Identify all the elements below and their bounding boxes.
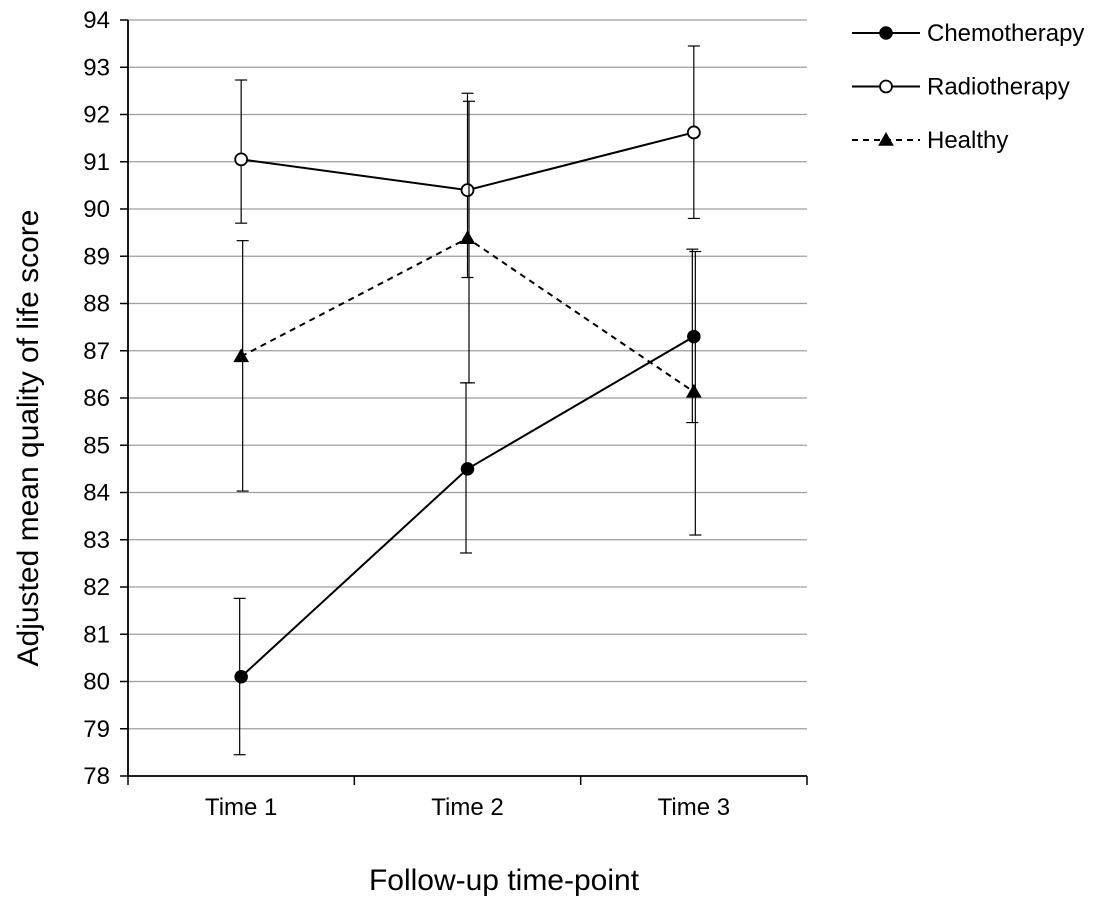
data-point <box>685 383 702 398</box>
x-tick-label: Time 1 <box>205 794 277 821</box>
data-point <box>460 183 475 198</box>
y-tick-label: 80 <box>83 669 110 696</box>
series-group <box>233 45 702 756</box>
legend-marker <box>879 26 893 40</box>
data-point <box>460 462 475 476</box>
legend-item-chemotherapy: Chemotherapy <box>852 20 1084 47</box>
data-point <box>687 329 701 344</box>
legend-marker <box>878 131 894 146</box>
series-chemotherapy <box>233 248 701 756</box>
data-point <box>459 230 476 245</box>
legend: Chemotherapy Radiotherapy Healthy <box>852 20 1084 154</box>
y-tick-label: 86 <box>83 385 110 412</box>
legend-item-healthy: Healthy <box>852 127 1008 154</box>
y-tick-label: 90 <box>83 196 110 223</box>
y-axis-title: Adjusted mean quality of life score <box>12 210 45 667</box>
y-tick-label: 88 <box>83 291 110 318</box>
y-tick-label: 83 <box>83 527 110 554</box>
y-tick-label: 91 <box>83 149 110 176</box>
legend-item-radiotherapy: Radiotherapy <box>852 74 1070 101</box>
y-tick-label: 79 <box>83 716 110 743</box>
legend-label: Radiotherapy <box>927 74 1070 101</box>
series-radiotherapy <box>234 45 701 279</box>
y-tick-label: 89 <box>83 243 110 270</box>
data-point <box>686 125 701 140</box>
y-tick-label: 94 <box>83 7 110 34</box>
x-tick-label: Time 2 <box>431 794 503 821</box>
y-tick-label: 85 <box>83 432 110 459</box>
y-tick-label: 84 <box>83 480 110 507</box>
series-healthy <box>233 100 702 536</box>
y-tick-label: 92 <box>83 102 110 129</box>
data-point <box>234 670 248 684</box>
data-point <box>234 152 249 167</box>
y-tick-label: 81 <box>83 621 110 648</box>
x-axis-title: Follow-up time-point <box>369 864 640 897</box>
y-tick-label: 93 <box>83 54 110 81</box>
data-point <box>233 348 250 363</box>
y-tick-label: 87 <box>83 338 110 365</box>
series-line <box>240 335 695 678</box>
legend-label: Chemotherapy <box>927 20 1084 47</box>
y-tick-label: 82 <box>83 574 110 601</box>
legend-marker <box>879 79 893 94</box>
legend-label: Healthy <box>927 127 1008 154</box>
x-tick-label: Time 3 <box>658 794 730 821</box>
y-tick-label: 78 <box>83 763 110 790</box>
axes: 78 79 80 81 82 83 84 85 86 87 88 89 90 91 92 93 94 Time 1… <box>83 7 808 821</box>
